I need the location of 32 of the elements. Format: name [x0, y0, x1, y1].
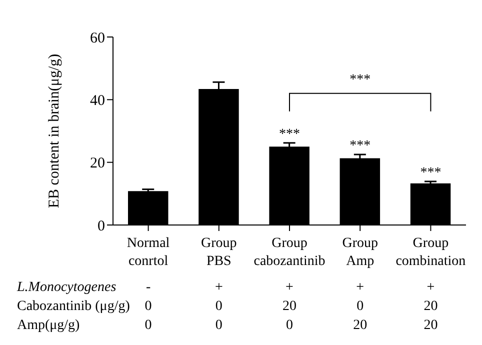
annotation: ***	[350, 72, 371, 88]
y-tick-label: 60	[90, 30, 105, 46]
text: 0	[285, 318, 294, 334]
text: 0	[144, 299, 153, 315]
text: +	[355, 280, 366, 296]
text: 20	[282, 299, 298, 315]
text: 20	[422, 299, 439, 315]
text: 0	[214, 299, 224, 315]
annotation: ***	[350, 138, 371, 154]
text: Cabozantinib (μg/g)	[17, 299, 130, 315]
text: 20	[352, 318, 368, 334]
y-tick-label: 0	[98, 218, 105, 234]
text: +	[284, 280, 294, 296]
x-tick-label: Group PBS	[201, 236, 237, 269]
x-tick-label: Normal conrtol	[126, 236, 170, 269]
text: 0	[356, 299, 365, 315]
x-tick-label: Group Amp	[342, 236, 378, 269]
x-tick-label: Group cabozantinib	[254, 236, 326, 269]
annotation: ***	[420, 165, 442, 180]
y-axis-title: EB content in brain(μg/g)	[46, 54, 62, 208]
y-tick-label: 40	[90, 92, 105, 109]
text: L.Monocytogenes	[17, 280, 116, 296]
y-tick-label: 20	[90, 156, 105, 172]
text: 0	[144, 318, 153, 334]
x-tick-label: Group combination	[396, 236, 466, 269]
annotation: ***	[279, 126, 300, 142]
text: +	[426, 280, 436, 296]
text: 0	[214, 318, 224, 334]
text: -	[144, 280, 152, 296]
text: Amp(μg/g)	[17, 318, 80, 334]
text: 20	[422, 318, 439, 334]
text: +	[214, 280, 224, 296]
